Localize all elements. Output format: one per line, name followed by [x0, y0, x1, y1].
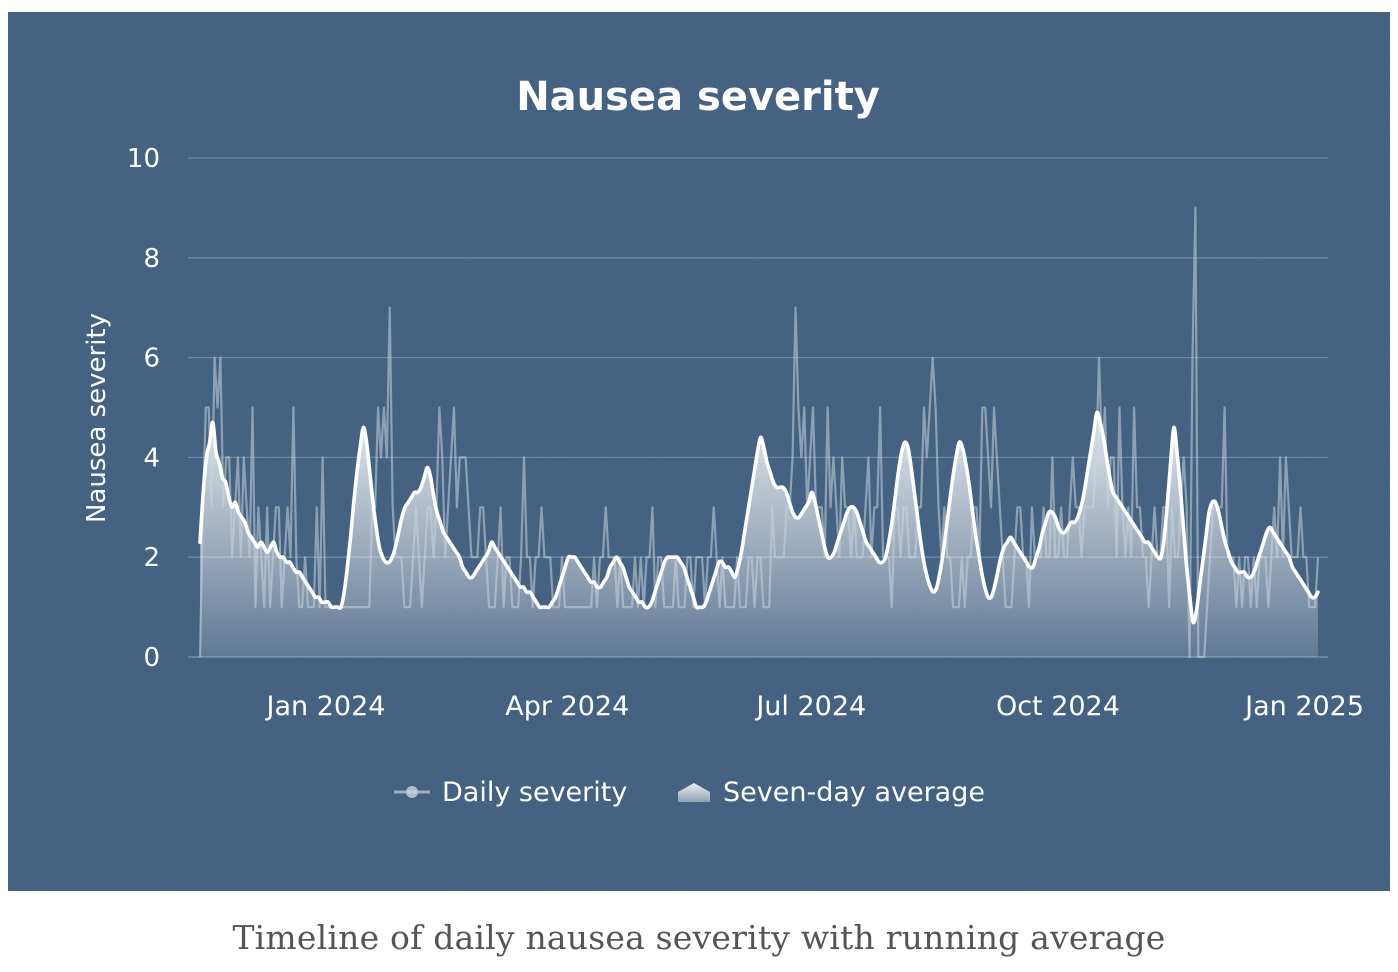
- legend-item-daily[interactable]: Daily severity: [394, 777, 627, 808]
- y-tick-label-4: 4: [143, 443, 160, 473]
- x-tick-label: Apr 2024: [505, 691, 629, 722]
- y-tick-label-6: 6: [143, 344, 160, 374]
- legend-item-average[interactable]: Seven-day average: [678, 777, 985, 808]
- x-tick-label: Oct 2024: [996, 691, 1120, 722]
- chart-title: Nausea severity: [516, 74, 880, 120]
- x-tick-label: Jul 2024: [754, 691, 866, 722]
- y-tick-label-10: 10: [127, 144, 160, 174]
- y-tick-label-0: 0: [143, 643, 160, 673]
- legend-daily-marker-icon: [406, 786, 418, 798]
- chart-panel: Nausea severity Nausea severity 0 2 4 6 8 10 …: [8, 12, 1390, 891]
- legend-average-area-icon: [678, 783, 710, 802]
- y-tick-labels: 0 2 4 6 8 10: [127, 144, 160, 673]
- x-tick-labels: Jan 2024 Apr 2024 Jul 2024 Oct 2024 Jan 2025: [265, 691, 1365, 722]
- y-tick-label-8: 8: [143, 244, 160, 274]
- seven-day-average-line: [198, 410, 1320, 625]
- legend-average-label: Seven-day average: [723, 777, 985, 808]
- seven-day-average-area: [200, 412, 1318, 657]
- y-axis-label: Nausea severity: [82, 313, 112, 523]
- x-tick-label: Jan 2024: [265, 691, 386, 722]
- y-tick-label-2: 2: [143, 543, 160, 573]
- chart-svg: Nausea severity Nausea severity 0246810 …: [8, 12, 1390, 891]
- figure-caption: Timeline of daily nausea severity with r…: [232, 918, 1166, 957]
- legend: Daily severity Seven-day average: [394, 777, 985, 808]
- legend-daily-label: Daily severity: [442, 777, 627, 808]
- x-tick-label: Jan 2025: [1243, 691, 1364, 722]
- daily-severity-line: [198, 206, 1320, 659]
